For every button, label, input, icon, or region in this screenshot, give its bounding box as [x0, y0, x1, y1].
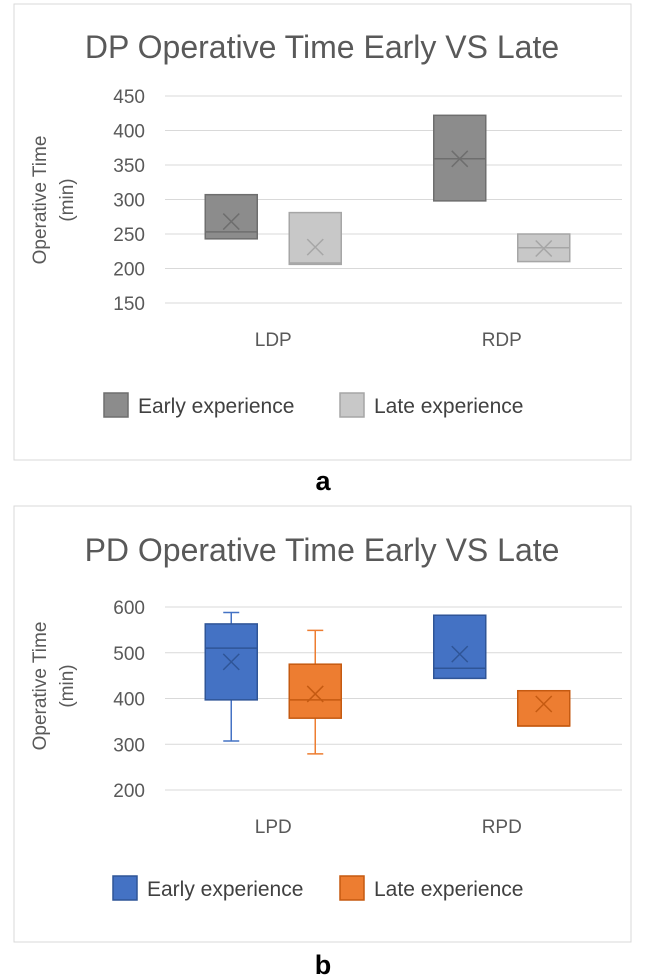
legend-swatch	[339, 875, 365, 901]
y-tick-label: 250	[113, 225, 145, 246]
y-tick-label: 400	[113, 690, 145, 711]
chart-dp-operative-time: DP Operative Time Early VS Late Operativ…	[13, 3, 632, 496]
y-tick-label: 300	[113, 735, 145, 756]
legend: Early experience Late experience	[112, 875, 523, 901]
y-axis-label-line1: Operative Time	[30, 136, 51, 265]
box-early-experience-lpd	[204, 611, 258, 742]
box-late-experience-lpd	[288, 629, 342, 755]
chart-title: DP Operative Time Early VS Late	[85, 29, 559, 65]
y-tick-label: 200	[113, 260, 145, 281]
y-tick-label: 150	[113, 294, 145, 315]
y-tick-label: 350	[113, 156, 145, 177]
mean-marker	[306, 238, 324, 256]
x-tick-label: RDP	[482, 330, 522, 351]
legend-swatch	[112, 875, 138, 901]
box-late-experience-rpd	[517, 689, 571, 727]
chart-panel-a: DP Operative Time Early VS Late Operativ…	[13, 3, 632, 496]
x-tick-label: LPD	[255, 817, 292, 838]
box-iqr	[204, 623, 258, 701]
box-early-experience-ldp	[204, 193, 258, 240]
box-late-experience-ldp	[288, 211, 342, 266]
y-axis-label-line1: Operative Time	[30, 622, 51, 751]
legend-swatch	[339, 392, 365, 418]
y-tick-label: 450	[113, 87, 145, 108]
chart-panel-b: PD Operative Time Early VS Late Operativ…	[0, 500, 645, 980]
plot-area: 150 200 250 300 350 400 450 LDP RDP	[113, 87, 622, 351]
x-tick-label: RPD	[482, 817, 522, 838]
x-tick-label: LDP	[255, 330, 292, 351]
y-tick-label: 400	[113, 122, 145, 143]
mean-marker	[535, 695, 553, 713]
box-late-experience-rdp	[517, 233, 571, 263]
y-tick-label: 200	[113, 781, 145, 802]
chart-title: PD Operative Time Early VS Late	[85, 532, 560, 568]
plot-area: 200 300 400 500 600 LPD RPD	[113, 598, 622, 838]
box-iqr	[517, 689, 571, 727]
mean-marker	[222, 653, 240, 671]
y-tick-label: 500	[113, 644, 145, 665]
legend: Early experience Late experience	[103, 392, 523, 418]
box-early-experience-rdp	[433, 114, 487, 202]
chart-pd-operative-time: PD Operative Time Early VS Late Operativ…	[13, 505, 632, 980]
panel-label: a	[315, 466, 331, 496]
legend-label: Early experience	[138, 395, 294, 418]
box-early-experience-rpd	[433, 614, 487, 680]
mean-marker	[451, 150, 469, 168]
legend-swatch	[103, 392, 129, 418]
y-tick-label: 600	[113, 598, 145, 619]
box-iqr	[288, 211, 342, 266]
y-tick-label: 300	[113, 191, 145, 212]
y-axis-label-line2: (min)	[57, 664, 78, 707]
legend-label: Late experience	[374, 878, 523, 901]
legend-label: Early experience	[147, 878, 303, 901]
mean-marker	[222, 213, 240, 231]
mean-marker	[306, 685, 324, 703]
y-axis-label-line2: (min)	[57, 178, 78, 221]
mean-marker	[451, 645, 469, 663]
legend-label: Late experience	[374, 395, 523, 418]
mean-marker	[535, 239, 553, 258]
panel-label: b	[315, 950, 332, 980]
box-iqr	[288, 663, 342, 719]
